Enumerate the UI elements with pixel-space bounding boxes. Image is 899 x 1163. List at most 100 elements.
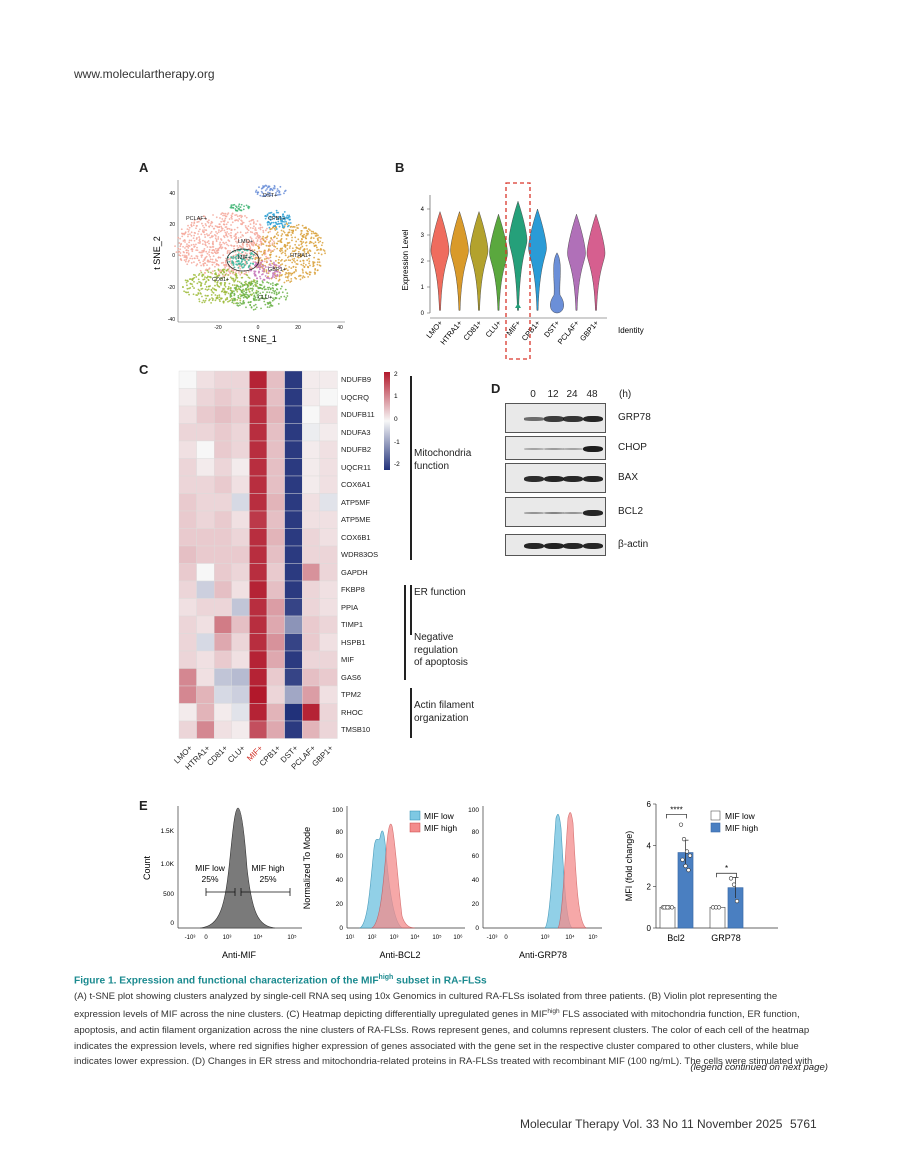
heatmap-cell [178,615,197,634]
heatmap-cell [284,650,303,669]
tsne-cluster-label: CLU+ [258,295,272,301]
heatmap-cell [301,388,320,407]
data-point [734,899,740,904]
heatmap-cell [301,650,320,669]
bar-y-tick-label: 2 [647,883,652,892]
heatmap-cell [214,685,233,704]
group-label-line: regulation [414,644,458,656]
hist2-x-tick: 10¹ [346,935,355,941]
heatmap-cell [301,458,320,477]
blot-band [544,475,564,483]
blot-band [583,542,603,550]
hist2-y-tick: 80 [336,829,344,836]
hist3-x-tick: -10³ [487,935,498,941]
bar-category-label: GRP78 [711,933,741,943]
blot-band [563,512,583,514]
bar-legend-high: MIF high [725,823,758,833]
heatmap-cell [231,510,250,529]
hist1-y-label: Count [142,856,152,881]
heatmap-cell [196,685,215,704]
heatmap-cell [214,703,233,722]
cluster-clu [229,280,289,311]
heatmap-cell [231,440,250,459]
heatmap-cell [284,720,303,739]
hist3-y-tick: 40 [472,877,480,884]
panel-d-label: D [491,381,501,396]
heatmap-cell [301,685,320,704]
caption-line-2-text: expression levels of MIF across the nine… [74,1009,548,1021]
hist2-x-tick: 10³ [390,935,399,941]
mif-histogram [199,807,276,929]
heatmap-cell [266,440,285,459]
significance-bracket [716,872,737,878]
blot-band [563,416,583,422]
panel-a-label: A [139,160,149,175]
gene-label: ATP5MF [341,497,371,507]
timepoint-label: 24 [566,389,578,400]
heatmap-cell [284,440,303,459]
heatmap-cell [231,475,250,494]
heatmap-cell [214,510,233,529]
heatmap-colorbar: 2 1 0 -1 -2 [384,371,400,470]
significance-mark: **** [670,805,682,814]
data-point [728,876,734,881]
colorbar-tick: -1 [394,439,400,446]
mif-cluster-circle [226,248,260,272]
bar-legend-swatch-low [710,810,721,821]
heatmap-cell [266,615,285,634]
tsne-y-label: t SNE_2 [152,236,162,270]
violin-y-label: Expression Level [401,229,410,290]
mif-high-label: MIF high [251,863,284,873]
heatmap-cell [231,458,250,477]
hist2-y-tick: 40 [336,877,344,884]
tsne-y-tick: 40 [169,191,175,197]
journal-url[interactable]: www.moleculartherapy.org [74,67,215,81]
footer-page-number: 5761 [790,1117,817,1131]
heatmap-cell [266,510,285,529]
heatmap-cell [214,405,233,424]
blot-band [524,417,544,421]
gene-label: UQCRQ [341,392,369,402]
heatmap-cell [301,475,320,494]
gene-label: MIF [341,655,354,664]
violin-mif [508,200,528,311]
heatmap-cell [231,720,250,739]
heatmap-cell [231,545,250,564]
heatmap-cell [301,423,320,442]
heatmap-cell [266,563,285,582]
heatmap-cell [214,493,233,512]
violin-x-tick-label: CD81+ [461,318,483,342]
heatmap-cell [214,423,233,442]
hist2-x-tick: 10⁵ [432,934,442,941]
hist1-y-tick: 500 [163,891,174,898]
protein-label: GRP78 [618,412,651,423]
heatmap-cell [319,440,338,459]
tsne-x-tick: 20 [295,325,301,331]
heatmap-cell [196,615,215,634]
bar-grp78-low [709,906,726,929]
heatmap-cell [284,423,303,442]
footer-journal: Molecular Therapy Vol. 33 No 11 November… [520,1117,783,1131]
heatmap-cell [319,388,338,407]
heatmap-cell [196,370,215,389]
heatmap-cell [214,668,233,687]
heatmap-cell [284,528,303,547]
hist3-y-tick: 20 [472,901,480,908]
heatmap-cell [319,563,338,582]
heatmap-cell [249,493,268,512]
hist2-y-tick: 100 [332,807,343,814]
heatmap-cell [196,580,215,599]
heatmap-cell [284,510,303,529]
heatmap-cell [196,388,215,407]
heatmap-cell [301,563,320,582]
heatmap-cell [301,545,320,564]
timepoint-unit: (h) [619,389,632,400]
group-label-line: function [414,460,450,472]
heatmap-cell [284,493,303,512]
heatmap-cell [196,493,215,512]
hist2-y-tick: 20 [336,901,344,908]
tsne-cluster-label: PCLAF+ [186,216,207,222]
tsne-x-tick: -20 [214,325,221,331]
heatmap-cell [301,528,320,547]
violin-dst [550,252,564,314]
